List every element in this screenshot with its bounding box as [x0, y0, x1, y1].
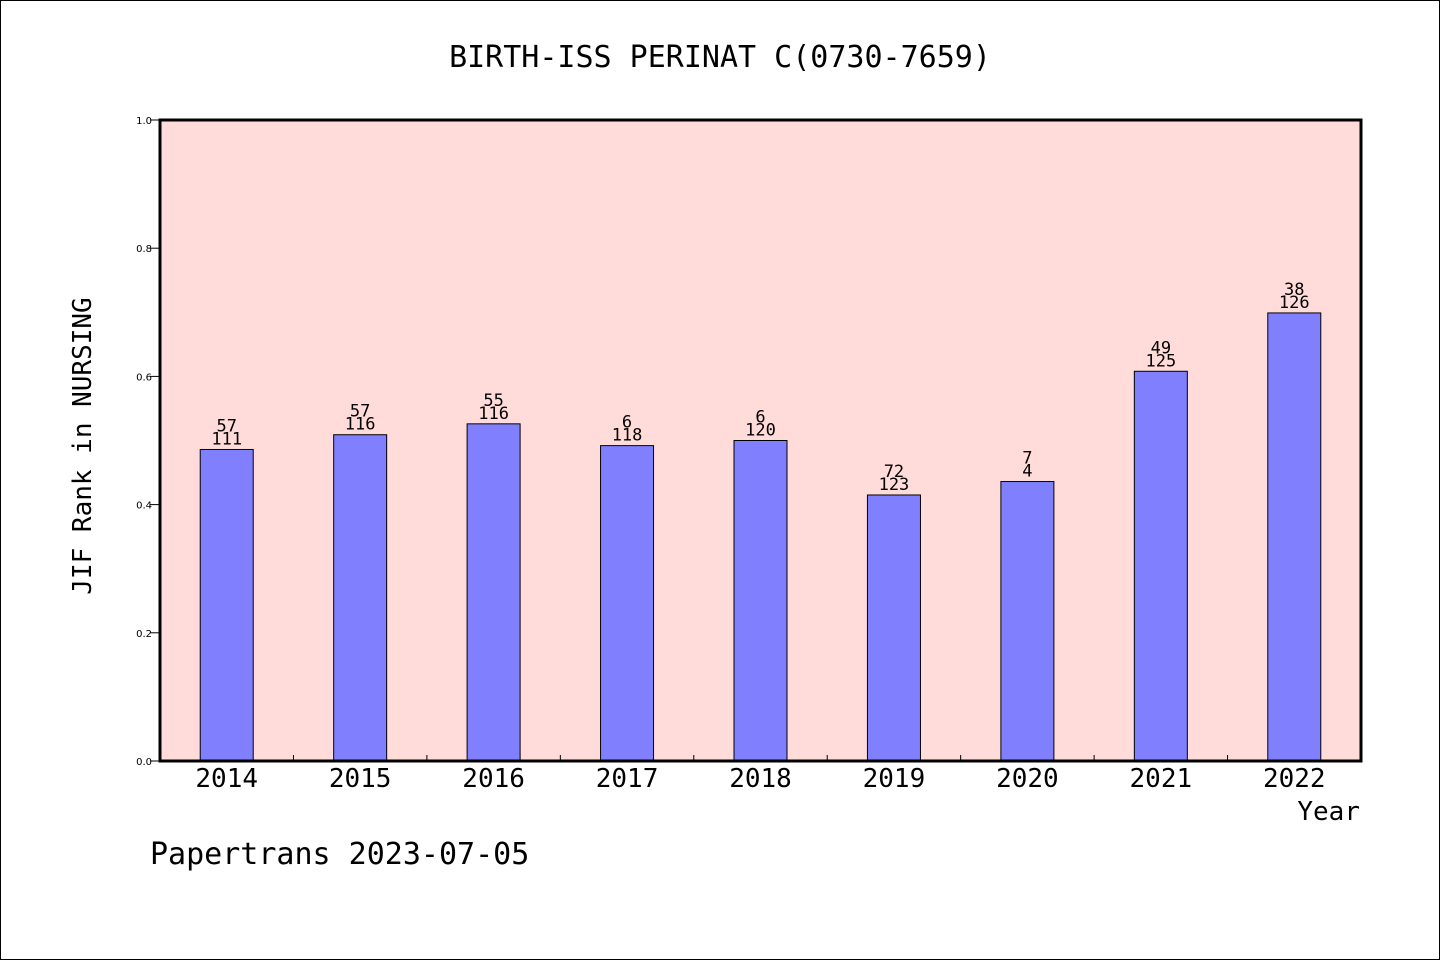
- y-axis-ticks: 0.0 0.2 0.4 0.6 0.8 1.0: [136, 116, 160, 768]
- x-axis-ticks: 2014 2015 2016 2017 2018 2019 2020 2021 2022: [195, 755, 1326, 794]
- bar: [1000, 481, 1055, 762]
- bar-total-label: 116: [478, 404, 509, 424]
- bar-rank-label: 57: [216, 416, 236, 436]
- y-tick-label: 0.6: [136, 372, 152, 383]
- bar-rank-label: 6: [755, 408, 765, 428]
- bar-total-label: 125: [1145, 351, 1176, 371]
- x-tick-label: 2020: [996, 764, 1059, 794]
- bar: [1267, 312, 1322, 762]
- plot-border: [158, 118, 1363, 763]
- bar-total-label: 120: [745, 421, 776, 441]
- bar: [466, 423, 521, 762]
- bar: [333, 434, 388, 762]
- bar: [199, 448, 254, 762]
- bar-rank-label: 72: [884, 462, 904, 482]
- bar: [866, 494, 921, 762]
- bar-rank-label: 49: [1151, 338, 1171, 358]
- bar-rank-label: 57: [350, 402, 370, 422]
- bar-rank-label: 7: [1022, 449, 1032, 469]
- bar-total-label: 4: [1022, 462, 1032, 482]
- bar: [1133, 370, 1188, 762]
- x-tick-label: 2021: [1130, 764, 1193, 794]
- x-tick-label: 2015: [329, 764, 392, 794]
- footer-watermark: Papertrans 2023-07-05: [150, 837, 529, 872]
- y-tick-label: 0.4: [136, 501, 152, 512]
- bar-rank-label: 55: [483, 391, 503, 411]
- bar-total-label: 111: [211, 429, 242, 449]
- bar: [600, 445, 655, 762]
- x-axis-label: Year: [1297, 797, 1360, 827]
- bar-rank-label: 6: [622, 413, 632, 433]
- bar: [733, 440, 788, 762]
- bar-total-label: 116: [345, 415, 376, 435]
- x-tick-label: 2017: [596, 764, 659, 794]
- y-tick-label: 0.0: [136, 757, 152, 768]
- bar-series: [199, 312, 1322, 762]
- x-tick-label: 2022: [1263, 764, 1326, 794]
- y-tick-label: 1.0: [136, 116, 152, 127]
- bar-total-label: 126: [1279, 293, 1310, 313]
- x-tick-label: 2018: [729, 764, 792, 794]
- chart-title: BIRTH-ISS PERINAT C(0730-7659): [449, 40, 991, 75]
- x-tick-label: 2016: [462, 764, 525, 794]
- bar-total-label: 118: [612, 426, 643, 446]
- y-tick-label: 0.2: [136, 629, 152, 640]
- y-axis-label: JIF Rank in NURSING: [68, 297, 98, 594]
- bar-rank-label: 38: [1284, 280, 1304, 300]
- x-tick-label: 2014: [195, 764, 258, 794]
- y-tick-label: 0.8: [136, 244, 152, 255]
- x-tick-label: 2019: [863, 764, 926, 794]
- bar-total-label: 123: [879, 475, 910, 495]
